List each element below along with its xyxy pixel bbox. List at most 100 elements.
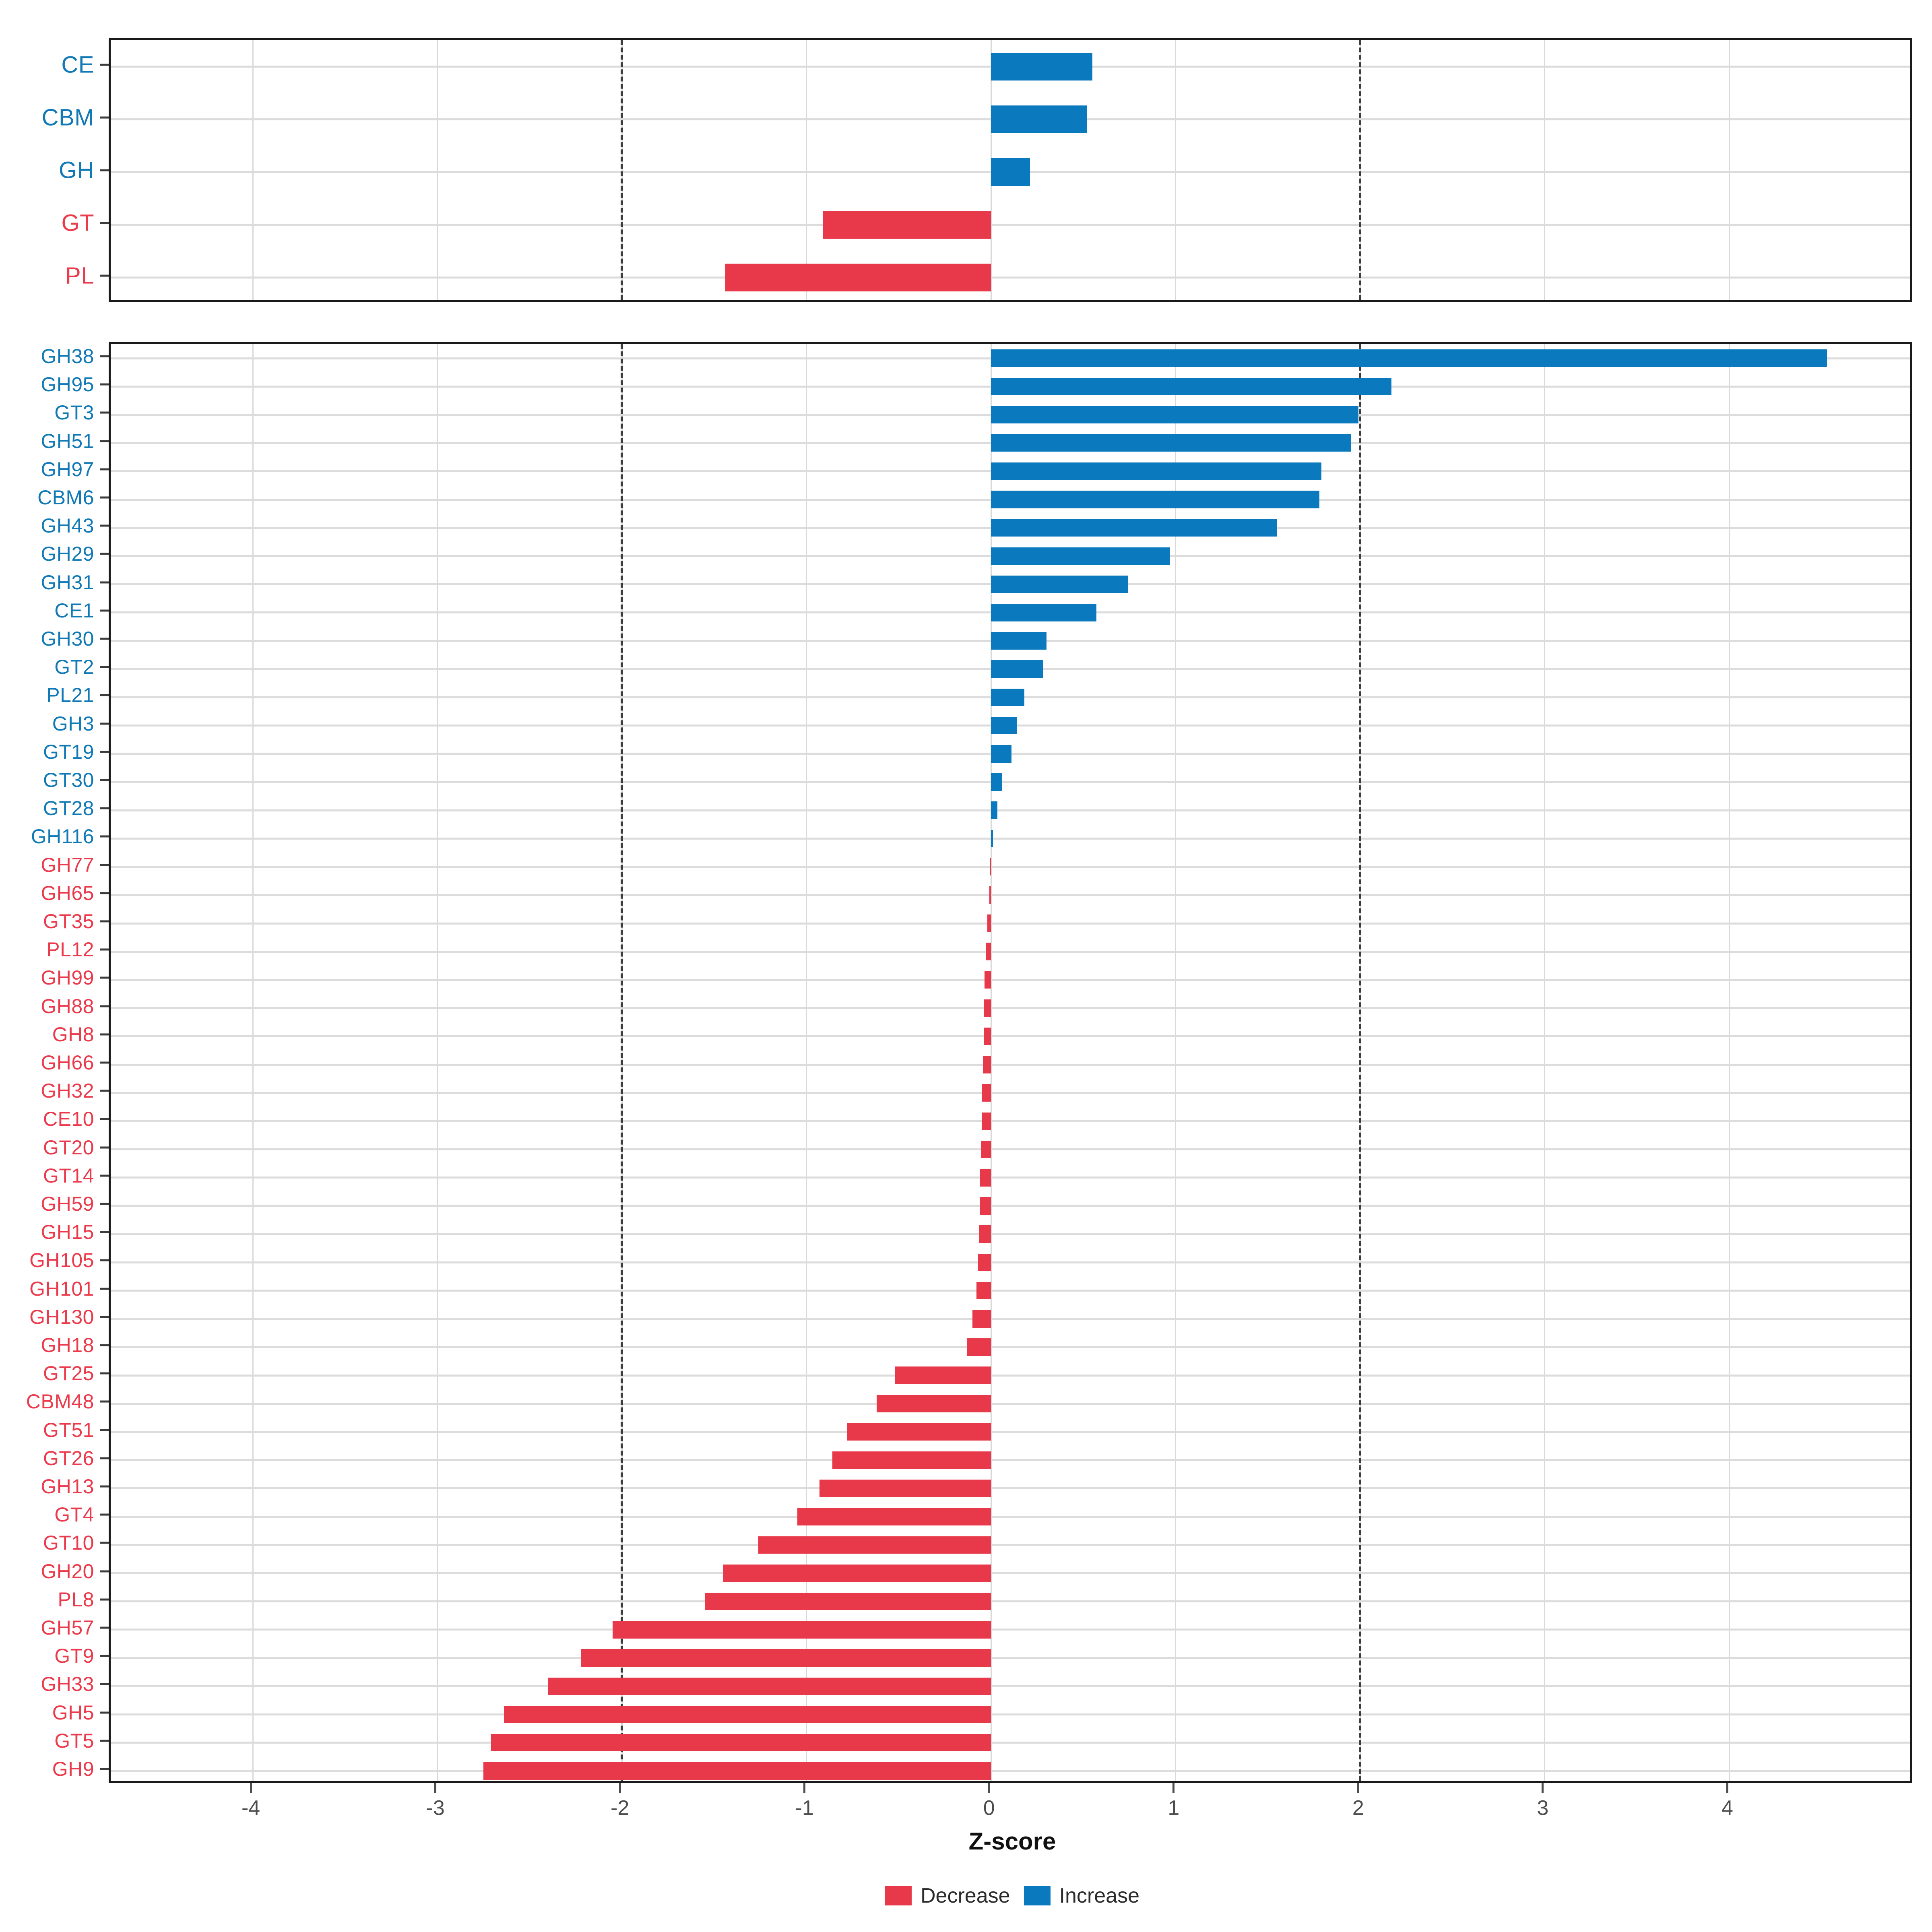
bar-GH57 (613, 1621, 991, 1639)
y-axis-tick (100, 1316, 109, 1318)
y-axis-tick (100, 638, 109, 640)
y-gridline (111, 1431, 1910, 1433)
bar-GH101 (976, 1282, 991, 1300)
y-axis-label-GH18: GH18 (41, 1333, 94, 1356)
y-axis-label-CBM6: CBM6 (37, 486, 94, 509)
y-axis-label-CBM: CBM (41, 104, 94, 130)
y-axis-tick (100, 1203, 109, 1205)
y-axis-tick (100, 892, 109, 894)
y-axis-label-GT9: GT9 (54, 1645, 94, 1668)
y-axis-label-GH99: GH99 (41, 966, 94, 989)
y-axis-label-GT26: GT26 (43, 1447, 94, 1470)
bar-GT19 (991, 745, 1011, 763)
y-gridline (111, 1092, 1910, 1094)
x-axis-tick (1357, 1783, 1359, 1793)
x-axis-tick (1172, 1783, 1175, 1793)
y-axis-label-CE: CE (61, 52, 94, 78)
y-axis-tick (100, 1090, 109, 1092)
x-axis-tick (988, 1783, 990, 1793)
bar-PL8 (705, 1592, 991, 1610)
bar-GT (823, 211, 991, 239)
y-axis-tick (100, 1118, 109, 1120)
y-gridline (111, 1770, 1910, 1772)
x-axis-tick-label: 1 (1168, 1796, 1180, 1820)
y-axis-label-GT14: GT14 (43, 1164, 94, 1187)
x-axis-tick (434, 1783, 437, 1793)
y-axis-label-GH66: GH66 (41, 1051, 94, 1074)
bar-GH5 (504, 1705, 991, 1724)
family-level-plot-area (111, 344, 1910, 1781)
y-axis-tick (100, 835, 109, 838)
y-gridline (111, 1261, 1910, 1263)
x-axis-tick (250, 1783, 252, 1793)
y-axis-label-GT28: GT28 (43, 797, 94, 820)
y-axis-label-GH95: GH95 (41, 373, 94, 396)
bar-CBM48 (876, 1395, 991, 1413)
y-axis-label-GT25: GT25 (43, 1362, 94, 1385)
y-axis-tick (100, 779, 109, 781)
x-gridline (806, 40, 807, 300)
y-gridline (111, 837, 1910, 840)
y-gridline (111, 978, 1910, 981)
y-axis-label-GH57: GH57 (41, 1616, 94, 1639)
x-axis-title: Z-score (968, 1828, 1056, 1855)
bar-CE1 (991, 604, 1096, 621)
y-axis-tick (100, 468, 109, 471)
y-axis-label-PL21: PL21 (46, 684, 94, 707)
y-gridline (111, 1459, 1910, 1461)
bar-GH33 (548, 1677, 991, 1695)
y-axis-label-GT30: GT30 (43, 769, 94, 792)
x-axis-tick-label: 3 (1537, 1796, 1549, 1820)
x-gridline (252, 40, 254, 300)
legend-label-decrease: Decrease (920, 1884, 1010, 1907)
y-axis-tick (100, 553, 109, 555)
y-axis-label-GH43: GH43 (41, 514, 94, 537)
y-axis-label-GT35: GT35 (43, 910, 94, 933)
bar-GH31 (991, 575, 1128, 593)
legend-label-increase: Increase (1059, 1884, 1140, 1907)
y-gridline (111, 1290, 1910, 1292)
y-axis-label-GH130: GH130 (29, 1305, 94, 1328)
bar-GT3 (991, 406, 1358, 424)
y-axis-label-GT5: GT5 (54, 1729, 94, 1752)
y-gridline (111, 1177, 1910, 1179)
y-gridline (111, 894, 1910, 896)
x-gridline (252, 344, 254, 1781)
y-gridline (111, 1205, 1910, 1207)
y-axis-label-GH20: GH20 (41, 1560, 94, 1583)
bar-GT10 (758, 1536, 991, 1554)
y-axis-label-CBM48: CBM48 (26, 1390, 94, 1413)
y-axis-tick (100, 1400, 109, 1403)
bar-GH105 (978, 1253, 991, 1271)
y-gridline (111, 1120, 1910, 1122)
bar-GH15 (979, 1225, 991, 1243)
y-axis-tick (100, 222, 109, 224)
y-axis-tick (100, 864, 109, 866)
y-axis-label-PL8: PL8 (58, 1588, 94, 1611)
y-gridline (111, 1402, 1910, 1405)
legend-swatch-decrease (885, 1886, 912, 1905)
y-gridline (111, 1685, 1910, 1687)
y-gridline (111, 950, 1910, 953)
y-gridline (111, 1544, 1910, 1546)
bar-GH29 (991, 547, 1170, 565)
bar-CE (991, 53, 1093, 80)
y-axis-tick (100, 1768, 109, 1770)
y-gridline (111, 809, 1910, 811)
y-axis-tick (100, 1542, 109, 1544)
y-axis-tick (100, 411, 109, 414)
x-axis-tick (619, 1783, 621, 1793)
y-axis-label-GH51: GH51 (41, 429, 94, 452)
bar-PL21 (991, 688, 1024, 706)
bar-GH97 (991, 462, 1322, 480)
bar-GH43 (991, 519, 1277, 537)
y-axis-tick (100, 1033, 109, 1036)
y-axis-tick (100, 1457, 109, 1459)
y-gridline (111, 1374, 1910, 1377)
bar-GH20 (723, 1564, 991, 1582)
bar-GH51 (991, 434, 1351, 452)
y-axis-label-GH13: GH13 (41, 1475, 94, 1498)
y-axis-tick (100, 581, 109, 584)
y-axis-tick (100, 1711, 109, 1713)
bar-GT9 (581, 1649, 991, 1667)
